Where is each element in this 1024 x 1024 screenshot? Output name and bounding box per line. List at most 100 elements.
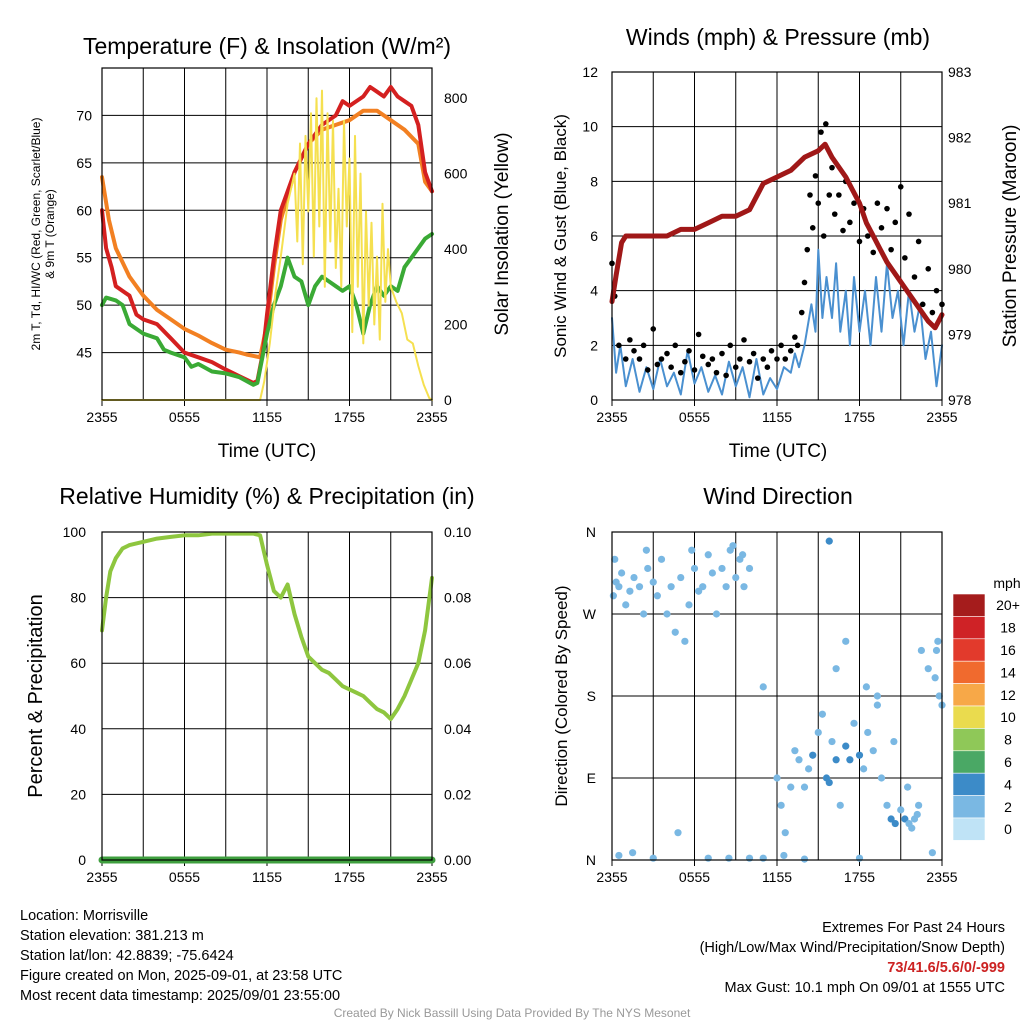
- wind-direction-point: [904, 783, 912, 791]
- gust-point: [627, 337, 633, 343]
- y2-tick-label-precip: 0.04: [444, 721, 471, 737]
- wind-direction-point: [695, 587, 703, 595]
- wind-direction-point: [622, 601, 630, 609]
- x-tick-label-dir: 0555: [679, 869, 710, 885]
- x-tick-label-rh: 0555: [169, 869, 200, 885]
- colorbar-swatch: [952, 817, 986, 841]
- extremes-legend: (High/Low/Max Wind/Precipitation/Snow De…: [699, 940, 1005, 956]
- colorbar-label: 12: [1000, 687, 1016, 703]
- extremes-info: Extremes For Past 24 Hours (High/Low/Max…: [700, 918, 1005, 998]
- plot-frame-wind: [611, 71, 943, 401]
- wind-direction-point: [928, 849, 936, 857]
- recent-data-text: Most recent data timestamp: 2025/09/01 2…: [20, 988, 341, 1004]
- gust-point: [809, 225, 816, 231]
- x-tick-label-rh: 2355: [416, 869, 447, 885]
- gust-point: [826, 192, 833, 198]
- wind-direction-point: [825, 778, 833, 787]
- gust-point: [801, 279, 808, 286]
- y-axis-label-line-2: & 9m T (Orange): [43, 189, 57, 279]
- y-tick-label-wind: 12: [582, 64, 598, 80]
- x-tick-label-wind: 2355: [926, 409, 957, 425]
- gust-point: [874, 200, 881, 206]
- gust-point: [870, 249, 877, 256]
- wind-direction-point: [615, 583, 623, 591]
- wind-direction-point: [901, 815, 909, 823]
- y-axis-label-line-1: 2m T, Td, HI/WC (Red, Green, Scarlet/Blu…: [29, 118, 43, 351]
- wind-direction-point: [800, 783, 809, 791]
- gust-point: [727, 342, 734, 349]
- y2-tick-label-pressure: 979: [948, 326, 972, 342]
- y-tick-label-temp: 50: [76, 297, 92, 313]
- wind-direction-point: [699, 583, 707, 591]
- y2-axis-label-solar: Solar Insolation (Yellow): [492, 132, 513, 335]
- gust-point: [906, 211, 912, 217]
- colorbar-swatch: [952, 750, 986, 774]
- y-tick-label-rh: 20: [70, 786, 86, 802]
- y2-tick-label-precip: 0.00: [444, 852, 471, 868]
- wind-direction-point: [745, 854, 754, 862]
- colorbar-label: 2: [1004, 799, 1012, 815]
- gust-point: [774, 356, 780, 362]
- station-pressure-line: [609, 141, 945, 331]
- wind-direction-point: [708, 569, 716, 577]
- gust-point: [691, 367, 698, 373]
- gust-point: [831, 211, 838, 217]
- y-axis-label-temperature: 2m T, Td, HI/WC (Red, Green, Scarlet/Blu…: [29, 118, 57, 351]
- y2-tick-label-precip: 0.10: [444, 524, 471, 540]
- x-tick-label-dir: 2355: [926, 869, 957, 885]
- wind-direction-point: [825, 537, 833, 545]
- y2-tick-label-pressure: 980: [948, 261, 972, 277]
- x-tick-label-rh: 1755: [334, 869, 365, 885]
- y-tick-label-temp: 60: [76, 202, 92, 218]
- x-axis-label-temperature: Time (UTC): [218, 441, 317, 462]
- wind-direction-point: [759, 854, 767, 862]
- gust-point: [672, 342, 679, 349]
- plot-frame-dir: [611, 531, 943, 861]
- gust-point: [933, 287, 940, 294]
- wind-direction-point: [873, 701, 881, 709]
- chart-title-temperature: Temperature (F) & Insolation (W/m²): [83, 33, 451, 59]
- colorbar-swatch: [952, 705, 986, 729]
- gust-point: [919, 301, 926, 308]
- wind-direction-point: [842, 742, 850, 750]
- wind-direction-point: [630, 573, 638, 582]
- y-tick-label-wind: 8: [590, 173, 598, 189]
- gust-point: [709, 356, 716, 362]
- gust-point: [818, 129, 824, 135]
- y2-tick-label-solar: 0: [444, 392, 452, 408]
- wind-direction-point: [842, 637, 850, 645]
- x-tick-label-dir: 1155: [762, 869, 792, 885]
- wind-direction-point: [913, 810, 921, 819]
- created-text: Figure created on Mon, 2025-09-01, at 23…: [20, 968, 343, 984]
- y2-tick-label-pressure: 981: [948, 195, 972, 211]
- plot-frame-rh: [101, 531, 433, 861]
- relative-humidity-line: [100, 531, 434, 721]
- wind-direction-point: [850, 719, 858, 727]
- x-tick-label-wind: 1155: [762, 409, 792, 425]
- gust-point: [829, 164, 835, 171]
- gust-point: [847, 219, 853, 226]
- gust-point: [664, 350, 670, 357]
- wind-direction-point: [787, 783, 795, 791]
- wind-direction-point: [780, 851, 788, 860]
- wind-direction-point: [828, 737, 836, 746]
- wind-direction-point: [722, 583, 730, 591]
- wind-direction-point: [932, 646, 941, 655]
- colorbar-swatch: [952, 638, 986, 662]
- wind-direction-point: [814, 728, 822, 737]
- gust-point: [760, 356, 767, 362]
- wind-direction-point: [653, 592, 661, 600]
- gust-point: [804, 246, 811, 253]
- y-tick-label-rh: 40: [70, 721, 86, 737]
- y-tick-label-direction: S: [587, 688, 596, 704]
- y-tick-label-rh: 100: [63, 524, 87, 540]
- y2-tick-label-precip: 0.08: [444, 590, 471, 606]
- gust-point: [682, 358, 688, 365]
- wind-direction-point: [887, 815, 895, 823]
- y2-tick-label-pressure: 978: [948, 392, 972, 408]
- elevation-text: Station elevation: 381.213 m: [20, 928, 204, 944]
- x-axis-label-winds: Time (UTC): [729, 441, 828, 462]
- wind-direction-point: [809, 751, 817, 759]
- wind-direction-point: [644, 564, 652, 573]
- wind-direction-point: [740, 583, 748, 591]
